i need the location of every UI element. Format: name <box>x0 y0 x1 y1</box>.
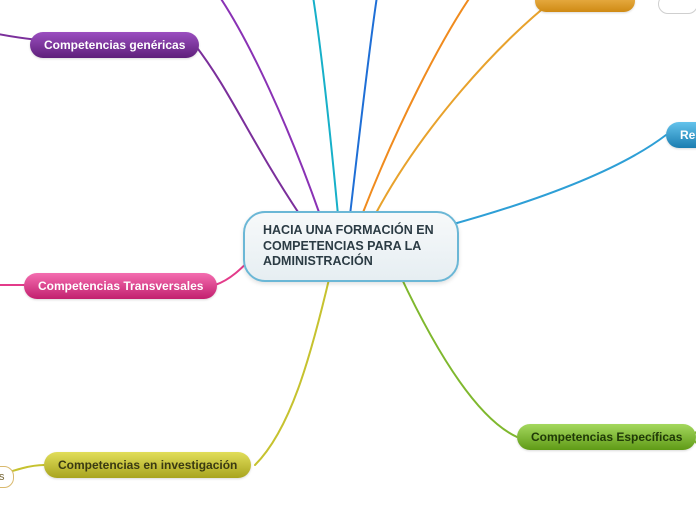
branch-node-transversales[interactable]: Competencias Transversales <box>24 273 217 299</box>
branch-node-conocimiento[interactable] <box>535 0 635 12</box>
tag-partial <box>658 0 696 14</box>
mindmap-canvas: HACIA UNA FORMACIÓN ENCOMPETENCIAS PARA … <box>0 0 696 520</box>
branch-node-genericas[interactable]: Competencias genéricas <box>30 32 199 58</box>
branch-node-especificas[interactable]: Competencias Específicas <box>517 424 696 450</box>
branch-node-investigacion[interactable]: Competencias en investigación <box>44 452 251 478</box>
branch-node-responsabilidad[interactable]: Resp <box>666 122 696 148</box>
branch-node-partialS[interactable]: s <box>0 466 14 488</box>
center-node[interactable]: HACIA UNA FORMACIÓN ENCOMPETENCIAS PARA … <box>243 211 459 282</box>
